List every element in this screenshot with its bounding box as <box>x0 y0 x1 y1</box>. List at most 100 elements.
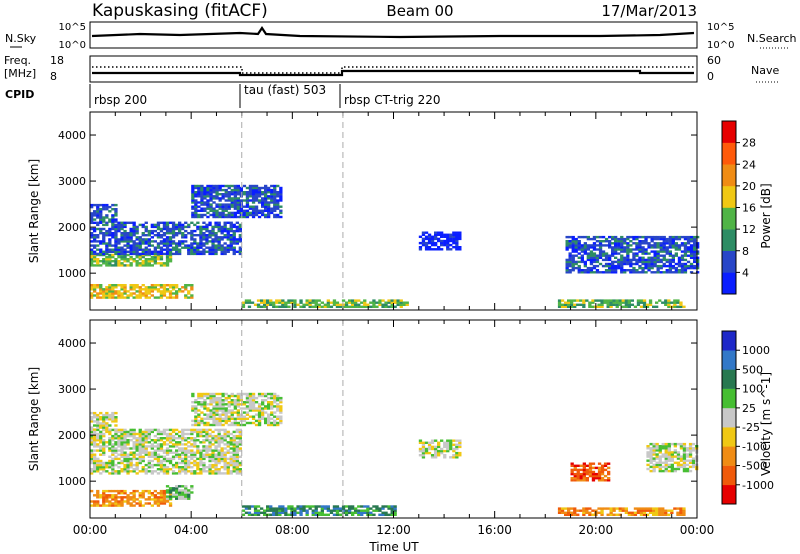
data-cell <box>629 248 633 251</box>
data-cell <box>90 260 94 263</box>
data-cell <box>102 428 106 431</box>
data-cell <box>241 305 246 308</box>
data-cell <box>230 213 234 217</box>
data-cell <box>242 184 247 188</box>
data-cell <box>267 423 271 427</box>
data-cell <box>111 461 115 465</box>
data-cell <box>175 232 179 235</box>
data-cell <box>230 415 234 418</box>
y-tick-label: 3000 <box>58 383 86 396</box>
data-cell <box>138 461 142 465</box>
data-cell <box>223 461 227 465</box>
data-cell <box>117 227 121 231</box>
data-cell <box>114 418 118 421</box>
data-cell <box>261 203 265 206</box>
data-cell <box>199 428 203 432</box>
data-cell <box>236 211 240 215</box>
data-cell <box>232 466 236 469</box>
data-cell <box>191 215 195 219</box>
data-cell <box>194 401 198 404</box>
data-cell <box>212 399 216 402</box>
data-cell <box>90 284 94 287</box>
data-cell <box>224 403 228 406</box>
data-cell <box>209 195 213 198</box>
data-cell <box>209 203 213 206</box>
data-cell <box>162 262 167 265</box>
data-cell <box>132 445 136 448</box>
data-cell <box>421 241 426 245</box>
data-cell <box>105 489 109 493</box>
data-cell <box>455 241 459 245</box>
data-cell <box>662 248 666 251</box>
data-cell <box>230 197 234 200</box>
data-cell <box>196 432 200 436</box>
data-cell <box>696 271 700 274</box>
data-cell <box>384 301 388 304</box>
data-cell <box>565 260 569 264</box>
data-cell <box>212 394 216 398</box>
data-cell <box>214 250 218 253</box>
data-cell <box>171 493 176 496</box>
data-cell <box>652 463 656 467</box>
data-cell <box>647 260 651 264</box>
data-cell <box>120 246 124 249</box>
data-cell <box>126 221 130 224</box>
data-cell <box>251 184 256 188</box>
data-cell <box>638 271 642 274</box>
data-cell <box>679 459 684 462</box>
data-cell <box>257 413 262 416</box>
data-cell <box>606 507 610 510</box>
data-cell <box>335 301 340 304</box>
data-cell <box>144 498 148 501</box>
data-cell <box>251 197 256 200</box>
data-cell <box>230 399 234 402</box>
data-cell <box>606 299 610 302</box>
data-cell <box>144 246 148 249</box>
data-cell <box>437 237 441 241</box>
data-cell <box>574 250 578 253</box>
data-cell <box>111 203 115 207</box>
data-cell <box>248 213 253 217</box>
data-cell <box>276 191 280 194</box>
data-cell <box>635 235 639 239</box>
data-cell <box>208 466 212 469</box>
data-cell <box>181 468 185 471</box>
data-cell <box>236 399 240 402</box>
data-cell <box>144 240 148 243</box>
data-cell <box>135 447 139 450</box>
data-cell <box>217 236 221 239</box>
data-cell <box>162 498 167 501</box>
data-cell <box>247 305 252 308</box>
data-cell <box>96 420 100 423</box>
data-cell <box>235 441 239 444</box>
data-cell <box>126 242 130 245</box>
data-cell <box>181 236 185 239</box>
data-cell <box>190 443 194 446</box>
data-cell <box>662 246 666 249</box>
data-cell <box>565 240 569 243</box>
data-cell <box>102 220 106 223</box>
data-cell <box>114 225 118 229</box>
data-cell <box>348 509 352 512</box>
data-cell <box>99 441 103 444</box>
data-cell <box>171 221 176 224</box>
data-cell <box>670 455 674 458</box>
data-cell <box>269 505 273 508</box>
data-cell <box>649 459 653 462</box>
data-cell <box>93 494 97 497</box>
data-cell <box>238 236 242 239</box>
data-cell <box>276 203 280 206</box>
data-cell <box>583 244 587 247</box>
data-cell <box>305 301 309 304</box>
data-cell <box>629 240 633 243</box>
data-cell <box>120 262 124 265</box>
data-cell <box>141 234 145 237</box>
data-cell <box>639 305 644 308</box>
data-cell <box>205 428 209 432</box>
colorbar-tick-label: -1000 <box>742 479 774 492</box>
data-cell <box>452 233 456 236</box>
data-cell <box>245 201 250 204</box>
data-cell <box>251 405 256 408</box>
data-cell <box>111 445 115 448</box>
data-cell <box>632 256 636 259</box>
